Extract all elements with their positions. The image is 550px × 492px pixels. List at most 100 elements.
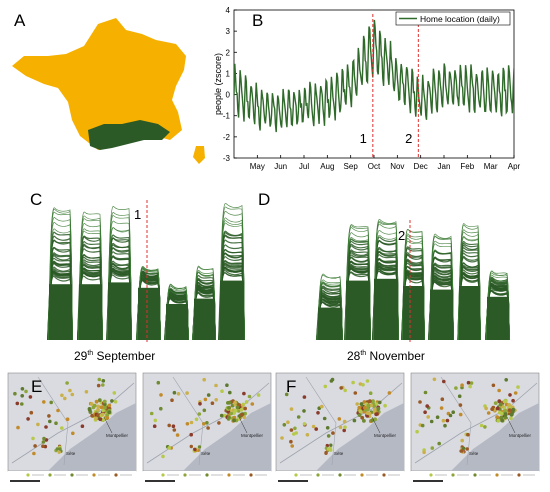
map-dot bbox=[343, 388, 348, 393]
map-dot bbox=[509, 416, 513, 421]
sea-area bbox=[451, 403, 539, 471]
france-mainland bbox=[12, 18, 186, 150]
map-dot bbox=[101, 383, 105, 387]
map-dot bbox=[202, 377, 206, 382]
scale-bar bbox=[10, 480, 40, 482]
map-dot bbox=[214, 398, 218, 402]
y-axis-ticks: -3 -2 -1 0 1 2 3 4 bbox=[223, 6, 237, 163]
map-dot bbox=[362, 419, 366, 423]
map-dot bbox=[495, 415, 500, 420]
map-dot bbox=[457, 394, 462, 399]
city-label-sete: Sète bbox=[66, 451, 76, 456]
city-label-sete: Sète bbox=[201, 451, 211, 456]
map-dot bbox=[57, 450, 61, 454]
map-dot bbox=[437, 441, 442, 446]
map-dot bbox=[210, 401, 215, 406]
map-dot bbox=[439, 406, 444, 410]
x-tick-label: Jan bbox=[438, 162, 451, 171]
map-dot bbox=[96, 404, 101, 409]
profile-dense-core bbox=[374, 278, 398, 340]
y-tick-label: 3 bbox=[226, 27, 231, 36]
legend-dot bbox=[294, 473, 298, 477]
map-dot bbox=[42, 400, 46, 404]
corsica bbox=[193, 146, 205, 164]
map-dot bbox=[355, 402, 360, 406]
legend-box bbox=[395, 11, 511, 26]
map-dot bbox=[420, 423, 425, 428]
map-dot bbox=[153, 418, 158, 423]
map-dot bbox=[16, 425, 20, 430]
city-leader bbox=[103, 416, 113, 434]
map-dot bbox=[203, 397, 208, 402]
map-dot bbox=[247, 394, 252, 399]
map-dot bbox=[96, 407, 100, 412]
map-dot bbox=[367, 411, 372, 416]
map-dot bbox=[294, 431, 299, 435]
sea-area bbox=[183, 403, 271, 471]
legend-dot bbox=[161, 473, 165, 477]
map-dot bbox=[15, 401, 20, 406]
legend-dot bbox=[26, 473, 30, 477]
legend-dot bbox=[92, 473, 96, 477]
map-dot bbox=[498, 402, 503, 407]
map-dot bbox=[227, 406, 231, 410]
montpellier-maps: MontpellierSèteMontpellierSèteMontpellie… bbox=[7, 372, 540, 483]
legend-dot bbox=[227, 473, 231, 477]
map-dot bbox=[100, 412, 105, 417]
map-dot bbox=[205, 421, 209, 425]
map-dot bbox=[101, 379, 106, 383]
map-dot bbox=[499, 415, 504, 420]
legend-dot bbox=[316, 473, 320, 477]
map-thumbnail: Montpellier Sète bbox=[410, 372, 540, 483]
map-dot bbox=[220, 389, 224, 394]
city-label-montpellier: Montpellier bbox=[241, 433, 264, 438]
map-dot bbox=[374, 412, 379, 417]
city-leader bbox=[238, 416, 248, 434]
map-dot bbox=[462, 446, 466, 450]
map-dot bbox=[493, 401, 498, 405]
map-dot bbox=[448, 413, 453, 418]
map-dot bbox=[495, 406, 500, 411]
map-dot bbox=[47, 414, 51, 418]
map-dot bbox=[33, 444, 37, 448]
map-dot bbox=[435, 415, 440, 420]
map-dot bbox=[41, 440, 46, 444]
map-dot bbox=[232, 415, 237, 420]
map-dot bbox=[284, 392, 289, 397]
panel-f-letter: F bbox=[286, 377, 296, 396]
map-dot bbox=[342, 428, 347, 433]
road bbox=[11, 382, 135, 464]
map-dot bbox=[176, 392, 181, 396]
map-dot bbox=[219, 413, 224, 418]
profile-dense-core bbox=[318, 307, 342, 340]
map-dot bbox=[357, 405, 362, 410]
map-dot bbox=[89, 402, 94, 406]
map-dot bbox=[387, 391, 392, 395]
road bbox=[279, 382, 403, 464]
map-dot bbox=[99, 405, 104, 410]
y-tick-label: -3 bbox=[223, 154, 231, 163]
legend-dot bbox=[249, 473, 253, 477]
map-dot bbox=[167, 446, 171, 450]
map-dot bbox=[466, 432, 470, 437]
map-dot bbox=[90, 413, 95, 418]
map-dot bbox=[63, 396, 67, 401]
map-dot bbox=[360, 415, 365, 420]
y-tick-label: -1 bbox=[223, 112, 231, 121]
map-dot bbox=[229, 411, 234, 416]
map-dot bbox=[280, 436, 284, 440]
map-dot bbox=[430, 446, 435, 450]
map-dot bbox=[497, 410, 502, 415]
panel-c-letter: C bbox=[30, 190, 42, 209]
map-dot bbox=[503, 412, 508, 417]
map-dot bbox=[500, 418, 504, 423]
map-dot bbox=[337, 417, 342, 421]
map-dot bbox=[250, 402, 255, 406]
map-dot bbox=[159, 393, 163, 397]
profile-dense-core bbox=[487, 296, 509, 340]
map-dot bbox=[490, 407, 495, 411]
legend-dot bbox=[338, 473, 342, 477]
legend-dot bbox=[70, 473, 74, 477]
event-label-1: 1 bbox=[360, 131, 367, 146]
map-dot bbox=[68, 388, 72, 393]
